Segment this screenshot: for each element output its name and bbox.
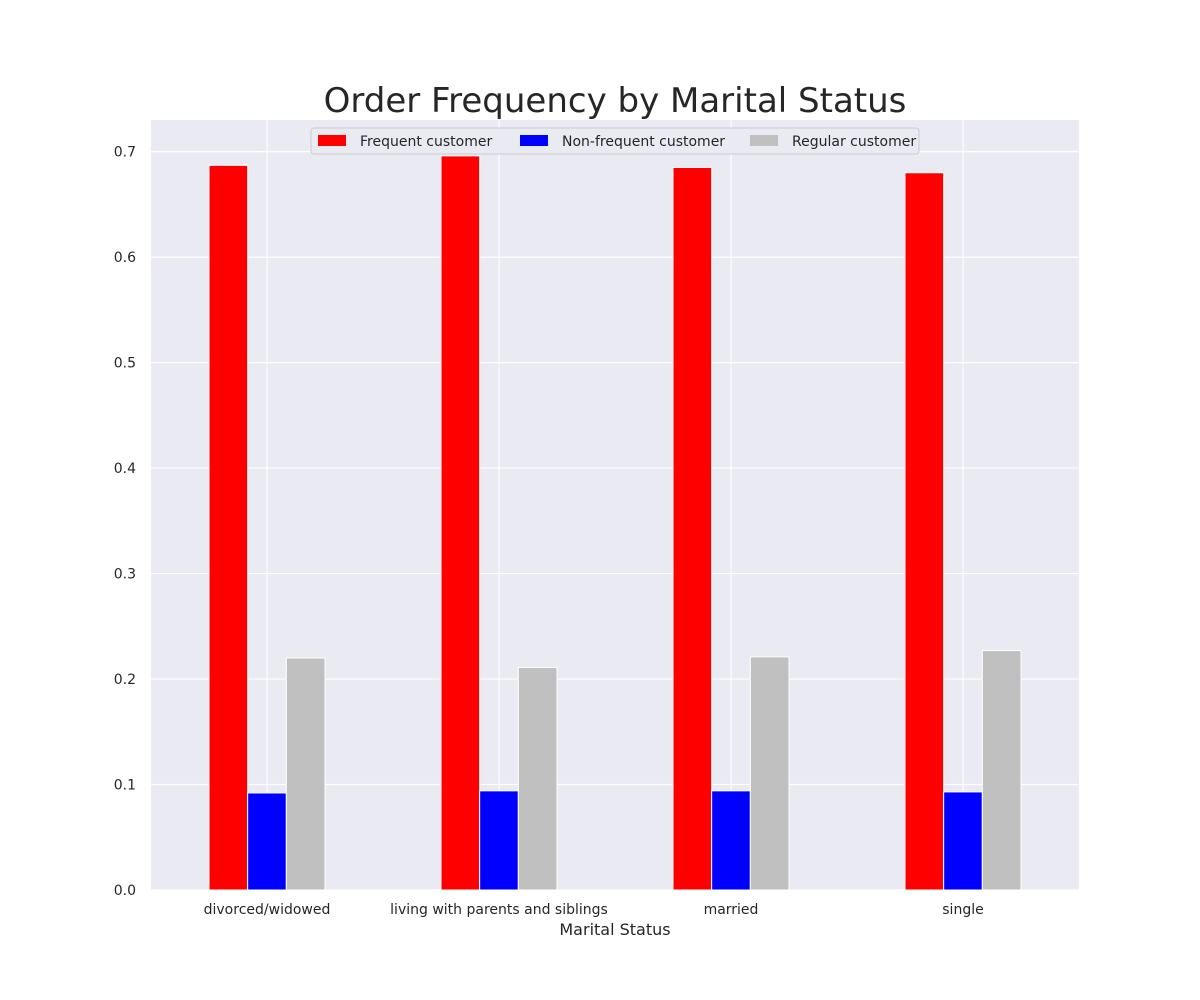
- legend-label: Non-frequent customer: [562, 134, 725, 150]
- x-tick-labels: divorced/widowed living with parents and …: [204, 902, 984, 918]
- y-tick-label: 0.2: [114, 672, 136, 688]
- y-tick-label: 0.7: [114, 145, 136, 161]
- bar-non-frequent-customer-1: [479, 790, 519, 891]
- bar-frequent-customer-0: [208, 164, 249, 891]
- bar-frequent-customer-1: [440, 155, 481, 891]
- bar-regular-customer-1: [517, 666, 558, 891]
- x-tick-label: single: [942, 902, 983, 918]
- legend-label: Frequent customer: [360, 134, 492, 150]
- x-tick-label: married: [704, 902, 759, 918]
- y-tick-label: 0.0: [114, 883, 136, 899]
- legend-swatch: [318, 135, 346, 146]
- x-tick-label: divorced/widowed: [204, 902, 331, 918]
- y-tick-labels: 0.0 0.1 0.2 0.3 0.4 0.5 0.6 0.7: [114, 145, 136, 899]
- y-tick-label: 0.1: [114, 778, 136, 794]
- legend: Frequent customer Non-frequent customer Re…: [310, 127, 920, 155]
- bar-regular-customer-3: [981, 650, 1022, 891]
- y-tick-label: 0.3: [114, 567, 136, 583]
- bar-regular-customer-2: [749, 656, 790, 891]
- y-tick-label: 0.4: [114, 461, 136, 477]
- bar-non-frequent-customer-3: [943, 791, 983, 891]
- x-tick-label: living with parents and siblings: [390, 902, 608, 918]
- bar-non-frequent-customer-0: [247, 792, 287, 891]
- bar-non-frequent-customer-2: [711, 790, 751, 891]
- bars: [208, 155, 1022, 891]
- legend-swatch: [520, 135, 548, 146]
- legend-swatch: [750, 135, 778, 146]
- legend-label: Regular customer: [792, 134, 916, 150]
- bar-regular-customer-0: [285, 657, 326, 891]
- bar-frequent-customer-3: [904, 172, 945, 891]
- y-tick-label: 0.5: [114, 356, 136, 372]
- chart-title: Order Frequency by Marital Status: [324, 81, 907, 121]
- y-tick-label: 0.6: [114, 250, 136, 266]
- bar-frequent-customer-2: [672, 166, 713, 891]
- x-axis-label: Marital Status: [559, 920, 670, 939]
- legend-frame: [310, 127, 920, 155]
